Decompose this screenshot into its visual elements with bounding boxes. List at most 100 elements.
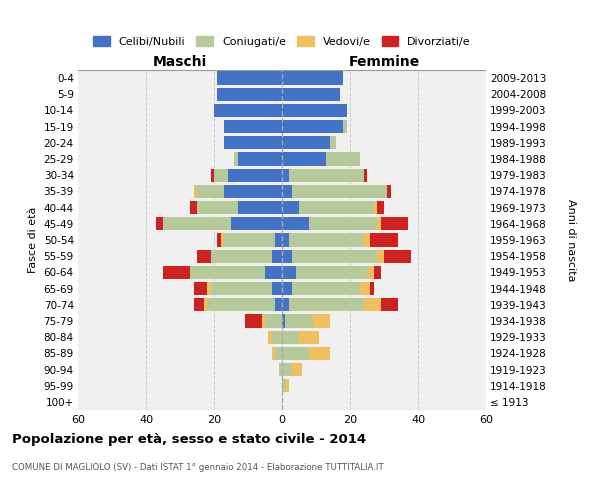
Bar [272, 346, 275, 360]
Bar [282, 363, 292, 376]
Bar [265, 314, 282, 328]
Bar [231, 217, 282, 230]
Bar [214, 104, 282, 117]
Bar [364, 298, 380, 312]
Bar [272, 330, 282, 344]
Bar [292, 250, 377, 263]
Bar [194, 185, 197, 198]
Bar [286, 379, 289, 392]
Bar [197, 185, 224, 198]
Bar [221, 234, 224, 246]
Bar [282, 314, 286, 328]
Bar [282, 298, 289, 312]
Bar [309, 346, 329, 360]
Bar [282, 217, 309, 230]
Bar [326, 152, 360, 166]
Bar [211, 282, 272, 295]
Bar [245, 314, 262, 328]
Bar [282, 379, 286, 392]
Bar [163, 217, 231, 230]
Bar [268, 330, 272, 344]
Bar [329, 136, 337, 149]
Bar [217, 88, 282, 101]
Bar [282, 152, 326, 166]
Bar [282, 104, 347, 117]
Legend: Celibi/Nubili, Coniugati/e, Vedovi/e, Divorziati/e: Celibi/Nubili, Coniugati/e, Vedovi/e, Di… [89, 32, 475, 51]
Bar [299, 201, 374, 214]
Bar [190, 201, 197, 214]
Bar [282, 330, 299, 344]
Bar [214, 168, 227, 182]
Text: Femmine: Femmine [349, 55, 419, 69]
Bar [374, 201, 377, 214]
Bar [217, 72, 282, 85]
Bar [194, 298, 204, 312]
Bar [282, 346, 309, 360]
Bar [282, 185, 292, 198]
Bar [272, 282, 282, 295]
Bar [227, 168, 282, 182]
Bar [292, 363, 302, 376]
Bar [262, 314, 265, 328]
Bar [197, 201, 238, 214]
Bar [207, 298, 275, 312]
Bar [282, 282, 292, 295]
Bar [282, 201, 299, 214]
Bar [364, 234, 370, 246]
Bar [313, 314, 329, 328]
Bar [282, 250, 292, 263]
Bar [377, 217, 380, 230]
Text: COMUNE DI MAGLIOLO (SV) - Dati ISTAT 1° gennaio 2014 - Elaborazione TUTTITALIA.I: COMUNE DI MAGLIOLO (SV) - Dati ISTAT 1° … [12, 462, 383, 471]
Bar [370, 282, 374, 295]
Y-axis label: Fasce di età: Fasce di età [28, 207, 38, 273]
Bar [367, 266, 374, 279]
Bar [282, 168, 289, 182]
Text: Maschi: Maschi [153, 55, 207, 69]
Bar [384, 250, 411, 263]
Bar [265, 266, 282, 279]
Bar [224, 234, 275, 246]
Bar [211, 168, 214, 182]
Bar [190, 266, 265, 279]
Bar [360, 282, 370, 295]
Bar [204, 298, 207, 312]
Text: Popolazione per età, sesso e stato civile - 2014: Popolazione per età, sesso e stato civil… [12, 432, 366, 446]
Bar [292, 185, 388, 198]
Bar [380, 217, 408, 230]
Bar [282, 266, 296, 279]
Bar [207, 282, 211, 295]
Bar [343, 120, 347, 134]
Bar [275, 234, 282, 246]
Bar [238, 152, 282, 166]
Bar [278, 363, 282, 376]
Bar [224, 136, 282, 149]
Bar [282, 234, 289, 246]
Bar [377, 250, 384, 263]
Bar [282, 120, 343, 134]
Bar [309, 217, 377, 230]
Bar [388, 185, 391, 198]
Bar [364, 168, 367, 182]
Bar [296, 266, 367, 279]
Bar [211, 250, 272, 263]
Bar [370, 234, 398, 246]
Bar [197, 250, 211, 263]
Bar [235, 152, 238, 166]
Bar [275, 298, 282, 312]
Bar [275, 346, 282, 360]
Bar [380, 298, 398, 312]
Bar [289, 168, 364, 182]
Bar [292, 282, 360, 295]
Bar [217, 234, 221, 246]
Bar [272, 250, 282, 263]
Bar [289, 234, 364, 246]
Bar [374, 266, 380, 279]
Bar [282, 72, 343, 85]
Bar [224, 185, 282, 198]
Bar [377, 201, 384, 214]
Bar [163, 266, 190, 279]
Bar [224, 120, 282, 134]
Bar [156, 217, 163, 230]
Bar [194, 282, 207, 295]
Bar [289, 298, 364, 312]
